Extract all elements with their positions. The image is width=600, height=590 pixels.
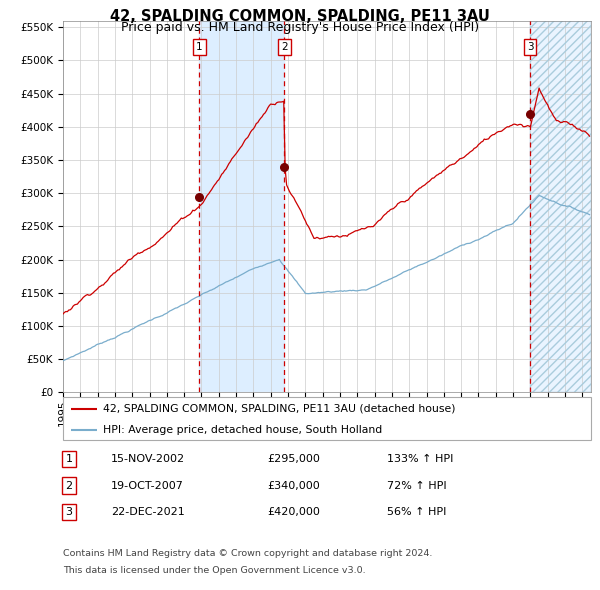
Text: £420,000: £420,000 bbox=[267, 507, 320, 517]
Text: 15-NOV-2002: 15-NOV-2002 bbox=[111, 454, 185, 464]
Text: 72% ↑ HPI: 72% ↑ HPI bbox=[387, 481, 446, 490]
Text: 3: 3 bbox=[65, 507, 73, 517]
Text: 22-DEC-2021: 22-DEC-2021 bbox=[111, 507, 185, 517]
Text: Price paid vs. HM Land Registry's House Price Index (HPI): Price paid vs. HM Land Registry's House … bbox=[121, 21, 479, 34]
Text: 42, SPALDING COMMON, SPALDING, PE11 3AU: 42, SPALDING COMMON, SPALDING, PE11 3AU bbox=[110, 9, 490, 24]
Text: 1: 1 bbox=[65, 454, 73, 464]
Text: Contains HM Land Registry data © Crown copyright and database right 2024.: Contains HM Land Registry data © Crown c… bbox=[63, 549, 433, 558]
Text: HPI: Average price, detached house, South Holland: HPI: Average price, detached house, Sout… bbox=[103, 425, 382, 435]
Text: 2: 2 bbox=[65, 481, 73, 490]
FancyBboxPatch shape bbox=[63, 397, 591, 440]
Bar bbox=[199, 21, 284, 392]
Text: 56% ↑ HPI: 56% ↑ HPI bbox=[387, 507, 446, 517]
Text: 133% ↑ HPI: 133% ↑ HPI bbox=[387, 454, 454, 464]
Text: 19-OCT-2007: 19-OCT-2007 bbox=[111, 481, 184, 490]
Text: This data is licensed under the Open Government Licence v3.0.: This data is licensed under the Open Gov… bbox=[63, 566, 365, 575]
Bar bbox=[530, 21, 591, 392]
Text: £295,000: £295,000 bbox=[267, 454, 320, 464]
Bar bbox=[530, 21, 591, 392]
Text: £340,000: £340,000 bbox=[267, 481, 320, 490]
Text: 3: 3 bbox=[527, 42, 533, 52]
Text: 1: 1 bbox=[196, 42, 203, 52]
Text: 42, SPALDING COMMON, SPALDING, PE11 3AU (detached house): 42, SPALDING COMMON, SPALDING, PE11 3AU … bbox=[103, 404, 455, 414]
Text: 2: 2 bbox=[281, 42, 288, 52]
